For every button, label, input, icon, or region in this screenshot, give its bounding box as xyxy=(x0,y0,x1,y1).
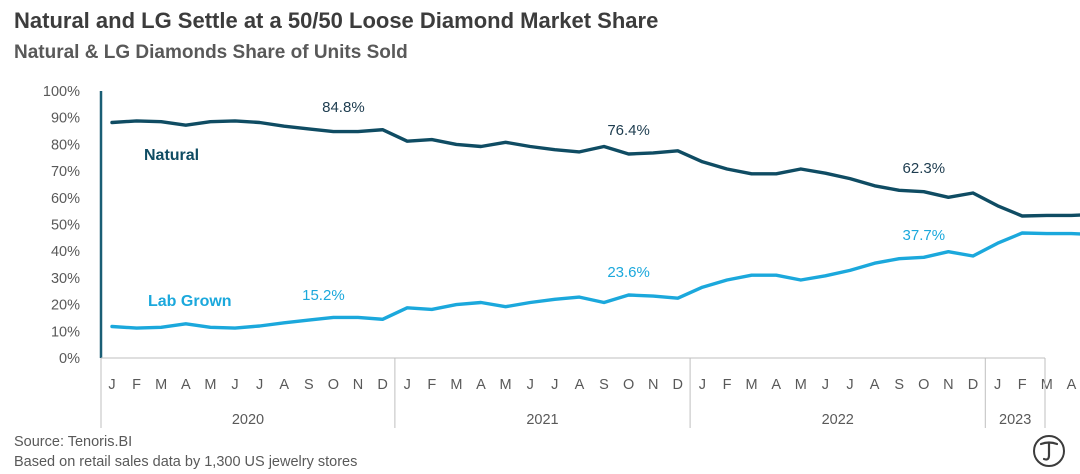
y-tick-label: 80% xyxy=(51,137,80,153)
x-tick-label: S xyxy=(894,377,904,393)
x-tick-label: J xyxy=(699,377,706,393)
x-tick-label: N xyxy=(353,377,363,393)
y-tick-label: 0% xyxy=(59,351,80,367)
x-tick-label: J xyxy=(108,377,115,393)
chart-subtitle: Natural & LG Diamonds Share of Units Sol… xyxy=(14,42,408,63)
source-note: Based on retail sales data by 1,300 US j… xyxy=(14,454,358,470)
x-tick-label: A xyxy=(181,377,191,393)
y-tick-label: 60% xyxy=(51,191,80,207)
x-tick-label: A xyxy=(575,377,585,393)
year-label: 2023 xyxy=(999,412,1031,428)
series-line-lab-grown xyxy=(110,231,1080,330)
x-tick-label: M xyxy=(155,377,167,393)
x-tick-label: A xyxy=(476,377,486,393)
y-tick-label: 40% xyxy=(51,244,80,260)
y-tick-label: 10% xyxy=(51,324,80,340)
x-tick-label: O xyxy=(623,377,634,393)
x-tick-label: J xyxy=(256,377,263,393)
y-tick-label: 70% xyxy=(51,164,80,180)
x-tick-label: M xyxy=(450,377,462,393)
source-text: Source: Tenoris.BI xyxy=(14,434,133,450)
tenoris-logo-icon xyxy=(1033,435,1065,467)
data-label: 62.3% xyxy=(903,160,946,177)
x-tick-label: J xyxy=(231,377,238,393)
x-tick-label: S xyxy=(304,377,314,393)
x-tick-label: J xyxy=(404,377,411,393)
x-tick-label: F xyxy=(1018,377,1027,393)
y-tick-label: 30% xyxy=(51,271,80,287)
series-name-label: Lab Grown xyxy=(148,293,232,310)
series-line-natural xyxy=(110,119,1080,218)
x-tick-label: J xyxy=(846,377,853,393)
data-label: 23.6% xyxy=(607,264,650,281)
year-label: 2021 xyxy=(526,412,558,428)
data-label: 37.7% xyxy=(903,227,946,244)
series-name-label: Natural xyxy=(144,147,199,164)
series-lines xyxy=(110,119,1080,330)
x-tick-label: N xyxy=(943,377,953,393)
data-label: 15.2% xyxy=(302,287,345,304)
y-tick-label: 50% xyxy=(51,218,80,234)
x-tick-label: A xyxy=(870,377,880,393)
x-tick-label: J xyxy=(551,377,558,393)
x-tick-label: F xyxy=(723,377,732,393)
y-tick-label: 90% xyxy=(51,111,80,127)
x-tick-label: D xyxy=(377,377,387,393)
x-tick-label: O xyxy=(328,377,339,393)
x-tick-label: J xyxy=(822,377,829,393)
x-tick-label: M xyxy=(795,377,807,393)
chart-title: Natural and LG Settle at a 50/50 Loose D… xyxy=(14,8,659,33)
x-tick-label: A xyxy=(279,377,289,393)
x-tick-label: A xyxy=(1067,377,1077,393)
x-tick-label: O xyxy=(918,377,929,393)
year-label: 2022 xyxy=(822,412,854,428)
y-tick-label: 100% xyxy=(43,84,80,100)
x-tick-label: D xyxy=(673,377,683,393)
x-tick-label: F xyxy=(132,377,141,393)
x-tick-label: A xyxy=(771,377,781,393)
x-tick-label: F xyxy=(427,377,436,393)
chart-footer: Source: Tenoris.BI Based on retail sales… xyxy=(14,432,357,472)
x-tick-label: J xyxy=(994,377,1001,393)
x-tick-label: N xyxy=(648,377,658,393)
x-tick-label: D xyxy=(968,377,978,393)
x-tick-label: M xyxy=(204,377,216,393)
y-tick-label: 20% xyxy=(51,298,80,314)
data-label: 76.4% xyxy=(607,122,650,139)
x-tick-label: M xyxy=(500,377,512,393)
x-tick-label: M xyxy=(746,377,758,393)
x-tick-label: M xyxy=(1041,377,1053,393)
data-label: 84.8% xyxy=(322,99,365,116)
year-label: 2020 xyxy=(232,412,264,428)
x-tick-label: S xyxy=(599,377,609,393)
x-tick-label: J xyxy=(527,377,534,393)
y-axis-ticks: 0% 10% 20% 30% 40% 50% 60% 70% 80% 90% 100% xyxy=(43,84,80,367)
